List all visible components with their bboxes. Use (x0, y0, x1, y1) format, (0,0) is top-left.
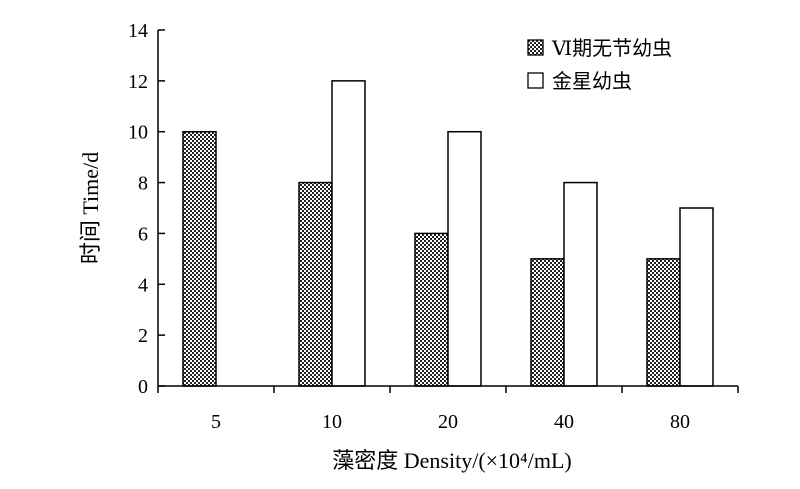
y-axis-ticks: 0 2 4 6 8 10 12 14 (128, 20, 165, 398)
bar-cyprid (563, 181, 598, 387)
x-tick-label: 40 (554, 411, 574, 433)
y-tick-label: 10 (128, 122, 148, 144)
y-axis-title: 时间 Time/d (78, 152, 103, 264)
legend-label: Ⅵ期无节幼虫 (551, 37, 672, 60)
bar-nauplius-vi (530, 258, 565, 387)
bar-cyprid (679, 207, 714, 387)
y-tick-label: 6 (138, 223, 148, 245)
y-tick-label: 8 (138, 173, 148, 195)
bar-cyprid (447, 130, 482, 387)
bar-cyprid (331, 80, 366, 387)
bar-nauplius-vi (298, 181, 333, 387)
x-tick-label: 80 (670, 411, 690, 433)
x-tick-label: 5 (211, 411, 221, 433)
bar-nauplius-vi (182, 130, 217, 387)
y-tick-label: 12 (128, 71, 148, 93)
y-tick-label: 4 (138, 274, 148, 296)
x-tick-label: 10 (322, 411, 342, 433)
y-tick-label: 2 (138, 325, 148, 347)
bar-nauplius-vi (414, 232, 449, 387)
y-tick-label: 14 (128, 20, 148, 42)
x-tick-label: 20 (438, 411, 458, 433)
legend-swatch (527, 39, 544, 56)
x-axis-ticks: 5 10 20 40 80 (157, 386, 739, 433)
bar-nauplius-vi (646, 258, 681, 387)
bars-group (182, 80, 714, 387)
legend-swatch (527, 72, 544, 89)
legend-label: 金星幼虫 (552, 70, 632, 93)
y-tick-label: 0 (138, 376, 148, 398)
x-axis-title: 藻密度 Density/(×10⁴/mL) (332, 448, 571, 473)
